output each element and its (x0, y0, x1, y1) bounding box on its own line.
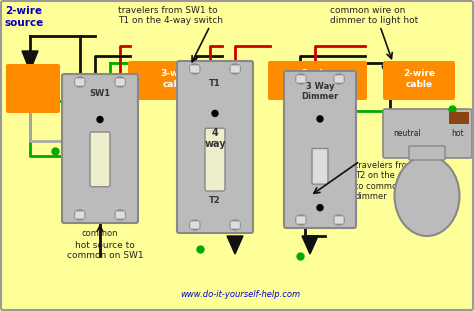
Text: hot source to
common on SW1: hot source to common on SW1 (67, 241, 143, 260)
Text: common wire on
dimmer to light hot: common wire on dimmer to light hot (330, 6, 418, 26)
FancyBboxPatch shape (334, 75, 344, 83)
Text: neutral: neutral (393, 129, 421, 138)
Text: 3 Way
Dimmer: 3 Way Dimmer (301, 82, 338, 101)
FancyBboxPatch shape (6, 64, 60, 113)
Circle shape (230, 220, 240, 230)
Circle shape (115, 210, 125, 220)
FancyBboxPatch shape (190, 65, 200, 73)
Polygon shape (22, 51, 38, 71)
Ellipse shape (394, 156, 459, 236)
Circle shape (334, 74, 344, 84)
FancyBboxPatch shape (62, 74, 138, 223)
FancyBboxPatch shape (284, 71, 356, 228)
Polygon shape (382, 66, 398, 84)
Polygon shape (322, 166, 338, 184)
Text: 3-wire
cable: 3-wire cable (301, 69, 333, 89)
FancyBboxPatch shape (90, 132, 110, 187)
Circle shape (75, 77, 85, 87)
Text: www.do-it-yourself-help.com: www.do-it-yourself-help.com (180, 290, 300, 299)
FancyBboxPatch shape (230, 221, 240, 229)
FancyBboxPatch shape (115, 211, 125, 219)
Polygon shape (332, 96, 348, 114)
Polygon shape (92, 203, 108, 221)
Circle shape (317, 116, 323, 122)
FancyBboxPatch shape (128, 61, 224, 100)
Circle shape (190, 220, 200, 230)
FancyBboxPatch shape (296, 75, 306, 83)
Text: 2-wire
source: 2-wire source (5, 6, 44, 28)
Text: 3-wire
cable: 3-wire cable (160, 69, 192, 89)
Text: travelers from SW1 to
T1 on the 4-way switch: travelers from SW1 to T1 on the 4-way sw… (118, 6, 223, 26)
Text: hot: hot (452, 129, 465, 138)
FancyBboxPatch shape (190, 221, 200, 229)
Circle shape (75, 210, 85, 220)
FancyBboxPatch shape (75, 78, 85, 86)
Polygon shape (300, 96, 316, 114)
FancyBboxPatch shape (383, 61, 455, 100)
FancyBboxPatch shape (383, 109, 472, 158)
Circle shape (115, 77, 125, 87)
FancyBboxPatch shape (296, 216, 306, 224)
FancyBboxPatch shape (312, 148, 328, 184)
Circle shape (212, 110, 218, 116)
Circle shape (317, 205, 323, 211)
Polygon shape (322, 206, 338, 224)
FancyBboxPatch shape (75, 211, 85, 219)
FancyBboxPatch shape (205, 128, 225, 191)
Polygon shape (227, 236, 243, 254)
Circle shape (190, 64, 200, 74)
FancyBboxPatch shape (177, 61, 253, 233)
Text: T1: T1 (209, 79, 221, 88)
FancyBboxPatch shape (230, 65, 240, 73)
Polygon shape (77, 101, 93, 121)
Polygon shape (302, 236, 318, 254)
Text: travelers from
T2 on the 4-way
to common on
dimmer: travelers from T2 on the 4-way to common… (355, 161, 423, 201)
Polygon shape (227, 96, 243, 114)
Text: SW1: SW1 (90, 89, 110, 98)
Text: common: common (82, 229, 118, 238)
Circle shape (230, 64, 240, 74)
FancyBboxPatch shape (409, 146, 445, 160)
Text: T2: T2 (209, 196, 221, 205)
Circle shape (296, 74, 306, 84)
FancyBboxPatch shape (268, 61, 367, 100)
FancyBboxPatch shape (449, 112, 469, 124)
Text: 4
way: 4 way (204, 128, 226, 149)
Circle shape (334, 215, 344, 225)
FancyBboxPatch shape (334, 216, 344, 224)
Polygon shape (195, 96, 211, 114)
Circle shape (97, 117, 103, 123)
Text: 2-wire
cable: 2-wire cable (403, 69, 435, 89)
Circle shape (296, 215, 306, 225)
FancyBboxPatch shape (115, 78, 125, 86)
